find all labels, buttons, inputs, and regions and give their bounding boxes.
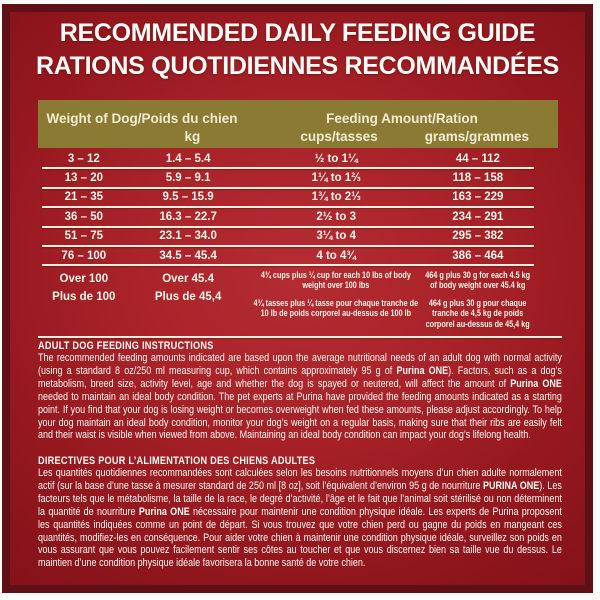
table-row: 36 – 50 16.3 – 22.7 2½ to 3 234 – 291 [42,208,534,228]
french-section-heading-wrap: DIRECTIVES POUR L’ALIMENTATION DES CHIEN… [38,455,600,467]
title-french: RATIONS QUOTIDIENNES RECOMMANDÉES [36,52,559,80]
brand-name-bold: Purina ONE [138,505,190,518]
cell-grams: 234 – 291 [452,210,504,223]
cell-over-cups: 4¾ cups plus ¼ cup for each 10 lbs of bo… [251,267,422,329]
cell-weight-kg: 5.9 – 9.1 [165,172,211,185]
cell-cups: 3¼ to 4 [316,230,356,243]
table-header-row1: Weight of Dog/Poids du chien Feeding Amo… [38,100,558,126]
table-header-row2: kg cups/tasses grams/grammes [38,126,558,146]
table-row: 21 – 35 9.5 – 15.9 1¾ to 2⅓ 163 – 229 [42,189,534,209]
header-unit-grams: grams/grammes [424,128,529,144]
english-paragraph-wrap: The recommended feeding amounts indicate… [38,352,600,442]
english-text-3: needed to maintain an ideal body conditi… [38,390,562,442]
over-cups-french: 4¾ tasses plus ¼ tasse pour chaque tranc… [253,297,419,319]
french-paragraph: Les quantités quotidiennes recommandées … [38,467,562,570]
over-kg-french: Plus de 45,4 [154,290,222,303]
french-text-1: Les quantités quotidiennes recommandées … [38,467,562,492]
section-divider [38,336,562,338]
cell-cups: 1¼ to 1⅔ [311,172,361,185]
cell-weight-kg: 9.5 – 15.9 [162,191,214,204]
table-row: 13 – 20 5.9 – 9.1 1¼ to 1⅔ 118 – 158 [42,169,534,189]
english-paragraph: The recommended feeding amounts indicate… [38,352,562,442]
english-text-2: ). Factors, such as a dog’s metabolism, … [38,364,562,390]
header-feeding-label: Feeding Amount/Ration [326,111,478,126]
cell-weight-lbs: 21 – 35 [64,191,103,204]
over-grams-french: 464 g plus 30 g pour chaque tranche de 4… [425,297,530,329]
french-text-2: ). Les facteurs tels que le métabolisme,… [38,479,562,518]
brand-name-bold: PURINA ONE [482,479,540,492]
english-section-heading: ADULT DOG FEEDING INSTRUCTIONS [38,340,214,352]
cell-grams: 163 – 229 [452,191,504,204]
cell-over-lbs: Over 100 Plus de 100 [42,267,126,329]
feeding-table-body: 3 – 12 1.4 – 5.4 ½ to 1¼ 44 – 112 13 – 2… [42,150,534,267]
cell-cups: ½ to 1¼ [314,152,358,165]
cell-grams: 44 – 112 [455,152,500,165]
french-section-heading: DIRECTIVES POUR L’ALIMENTATION DES CHIEN… [38,455,316,467]
cell-weight-kg: 1.4 – 5.4 [165,152,211,165]
cell-weight-lbs: 13 – 20 [64,172,103,185]
brand-name-bold: Purina ONE [510,377,562,390]
over-grams-english: 464 g plus 30 g for each 4.5 kg of body … [425,270,531,291]
table-row: 3 – 12 1.4 – 5.4 ½ to 1¼ 44 – 112 [42,150,534,170]
cell-grams: 118 – 158 [452,172,504,185]
cell-cups: 2½ to 3 [316,210,356,223]
cell-weight-lbs: 3 – 12 [67,152,100,165]
table-row-over-100: Over 100 Plus de 100 Over 45.4 Plus de 4… [42,267,534,329]
cell-over-kg: Over 45.4 Plus de 45,4 [126,267,251,329]
cell-weight-kg: 34.5 – 45.4 [159,249,217,262]
cell-cups: 4 to 4¾ [316,249,356,262]
header-unit-kg: kg [184,128,201,144]
english-section-heading-wrap: ADULT DOG FEEDING INSTRUCTIONS [38,340,600,352]
over-cups-english: 4¾ cups plus ¼ cup for each 10 lbs of bo… [261,270,412,291]
over-lbs-french: Plus de 100 [52,290,116,303]
cell-cups: 1¾ to 2⅓ [311,191,361,204]
cell-weight-kg: 16.3 – 22.7 [159,210,217,223]
cell-over-grams: 464 g plus 30 g for each 4.5 kg of body … [422,267,534,329]
english-text-1: The recommended feeding amounts indicate… [38,352,562,377]
table-header: Weight of Dog/Poids du chien Feeding Amo… [38,100,558,148]
header-weight-label: Weight of Dog/Poids du chien [46,111,238,126]
cell-grams: 295 – 382 [452,230,504,243]
cell-weight-lbs: 76 – 100 [61,249,107,262]
header-unit-cups: cups/tasses [300,128,378,144]
french-paragraph-wrap: Les quantités quotidiennes recommandées … [38,467,600,570]
cell-weight-lbs: 36 – 50 [64,210,103,223]
table-row: 51 – 75 23.1 – 34.0 3¼ to 4 295 – 382 [42,228,534,247]
brand-name-bold: Purina ONE [396,364,449,377]
page-title: RECOMMENDED DAILY FEEDING GUIDE RATIONS … [2,17,593,83]
label-frame: RECOMMENDED DAILY FEEDING GUIDE RATIONS … [2,4,593,593]
table-row: 76 – 100 34.5 – 45.4 4 to 4¾ 386 – 464 [42,247,534,267]
cell-grams: 386 – 464 [452,249,504,262]
french-text-3: nécessaire pour maintenir une condition … [38,505,562,570]
cell-weight-kg: 23.1 – 34.0 [159,230,217,243]
title-english: RECOMMENDED DAILY FEEDING GUIDE [59,19,536,47]
over-kg-english: Over 45.4 [162,273,214,285]
cell-weight-lbs: 51 – 75 [64,230,103,243]
over-lbs-english: Over 100 [59,273,109,285]
